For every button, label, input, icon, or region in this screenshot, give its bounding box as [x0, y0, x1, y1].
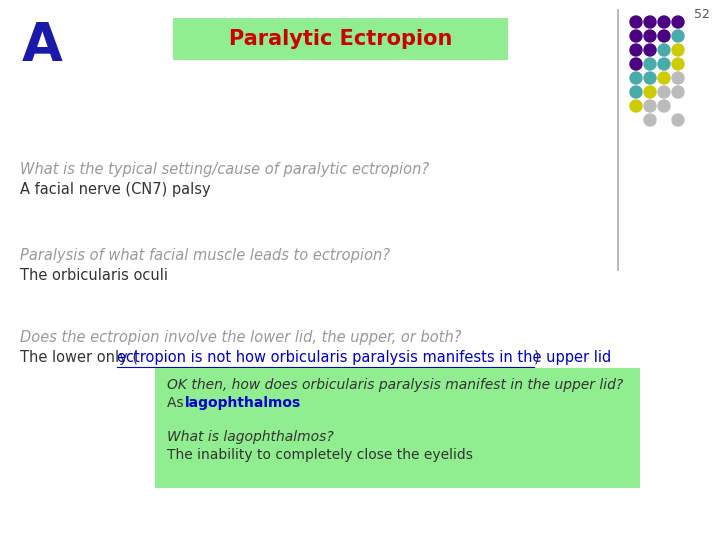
- Circle shape: [672, 16, 684, 28]
- Text: The inability to completely close the eyelids: The inability to completely close the ey…: [167, 448, 473, 462]
- Circle shape: [644, 100, 656, 112]
- Circle shape: [630, 86, 642, 98]
- Text: ): ): [534, 350, 540, 365]
- FancyBboxPatch shape: [155, 368, 640, 488]
- Circle shape: [672, 72, 684, 84]
- Circle shape: [658, 86, 670, 98]
- Text: What is the typical setting/cause of paralytic ectropion?: What is the typical setting/cause of par…: [20, 162, 429, 177]
- Circle shape: [644, 114, 656, 126]
- Text: Does the ectropion involve the lower lid, the upper, or both?: Does the ectropion involve the lower lid…: [20, 330, 462, 345]
- Circle shape: [658, 16, 670, 28]
- Text: The orbicularis oculi: The orbicularis oculi: [20, 268, 168, 283]
- Circle shape: [630, 44, 642, 56]
- Circle shape: [672, 30, 684, 42]
- Circle shape: [658, 72, 670, 84]
- Circle shape: [644, 58, 656, 70]
- Text: Paralytic Ectropion: Paralytic Ectropion: [229, 29, 452, 49]
- Circle shape: [644, 30, 656, 42]
- Circle shape: [672, 58, 684, 70]
- Circle shape: [658, 58, 670, 70]
- Text: 52: 52: [694, 8, 710, 21]
- Circle shape: [630, 30, 642, 42]
- Circle shape: [644, 72, 656, 84]
- Circle shape: [630, 58, 642, 70]
- Text: What is lagophthalmos?: What is lagophthalmos?: [167, 430, 334, 444]
- Circle shape: [658, 44, 670, 56]
- Text: A: A: [22, 20, 63, 72]
- Text: lagophthalmos: lagophthalmos: [184, 396, 301, 410]
- Text: OK then, how does orbicularis paralysis manifest in the upper lid?: OK then, how does orbicularis paralysis …: [167, 378, 624, 392]
- Circle shape: [658, 30, 670, 42]
- Text: The lower only (: The lower only (: [20, 350, 138, 365]
- Circle shape: [630, 16, 642, 28]
- FancyBboxPatch shape: [173, 18, 508, 60]
- Circle shape: [672, 86, 684, 98]
- Text: ectropion is not how orbicularis paralysis manifests in the upper lid: ectropion is not how orbicularis paralys…: [117, 350, 611, 365]
- Circle shape: [644, 16, 656, 28]
- Circle shape: [630, 100, 642, 112]
- Text: As: As: [167, 396, 188, 410]
- Circle shape: [672, 44, 684, 56]
- Circle shape: [658, 100, 670, 112]
- Text: A facial nerve (CN7) palsy: A facial nerve (CN7) palsy: [20, 182, 211, 197]
- Circle shape: [644, 44, 656, 56]
- Circle shape: [644, 86, 656, 98]
- Text: Paralysis of what facial muscle leads to ectropion?: Paralysis of what facial muscle leads to…: [20, 248, 390, 263]
- Circle shape: [672, 114, 684, 126]
- Circle shape: [630, 72, 642, 84]
